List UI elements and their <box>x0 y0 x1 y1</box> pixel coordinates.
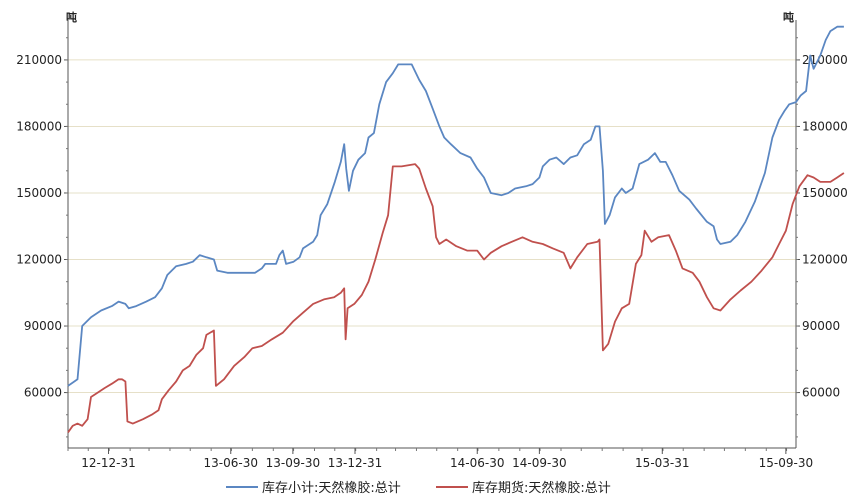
x-tick-label: 14-09-30 <box>512 456 566 470</box>
right-tick-label: 210000 <box>802 53 848 67</box>
series-lines <box>67 25 845 434</box>
right-tick-label: 150000 <box>802 186 848 200</box>
left-tick-label: 210000 <box>16 53 62 67</box>
legend-label-stock-total: 库存小计:天然橡胶:总计 <box>262 480 401 496</box>
left-tick-label: 120000 <box>16 253 62 267</box>
gridlines <box>68 59 796 394</box>
right-tick-label: 180000 <box>802 119 848 133</box>
x-tick-label: 13-09-30 <box>266 456 320 470</box>
axes: 吨 吨 <box>66 10 797 449</box>
series-line-stock-total <box>67 25 844 387</box>
legend-label-futures-stock: 库存期货:天然橡胶:总计 <box>472 480 611 496</box>
right-tick-label: 120000 <box>802 253 848 267</box>
right-tick-label: 90000 <box>802 319 840 333</box>
x-tick-label: 12-12-31 <box>81 456 135 470</box>
left-tick-label: 150000 <box>16 186 62 200</box>
x-ticks: 12-12-31 13-06-30 13-09-30 13-12-31 14-06-30… <box>67 448 813 470</box>
left-unit-label: 吨 <box>66 10 77 24</box>
series-line-futures-stock <box>67 163 845 434</box>
left-tick-label: 90000 <box>24 319 62 333</box>
x-tick-label: 14-06-30 <box>450 456 504 470</box>
x-tick-label: 13-06-30 <box>204 456 258 470</box>
x-tick-label: 15-03-31 <box>635 456 689 470</box>
y-ticks: 60000 60000 90000 90000 120000 120000 150000 15… <box>16 37 848 438</box>
legend: 库存小计:天然橡胶:总计 库存期货:天然橡胶:总计 <box>226 480 611 496</box>
x-tick-label: 13-12-31 <box>328 456 382 470</box>
x-tick-label: 15-09-30 <box>759 456 813 470</box>
right-unit-label: 吨 <box>783 10 794 24</box>
left-tick-label: 60000 <box>24 386 62 400</box>
left-tick-label: 180000 <box>16 119 62 133</box>
right-tick-label: 60000 <box>802 386 840 400</box>
